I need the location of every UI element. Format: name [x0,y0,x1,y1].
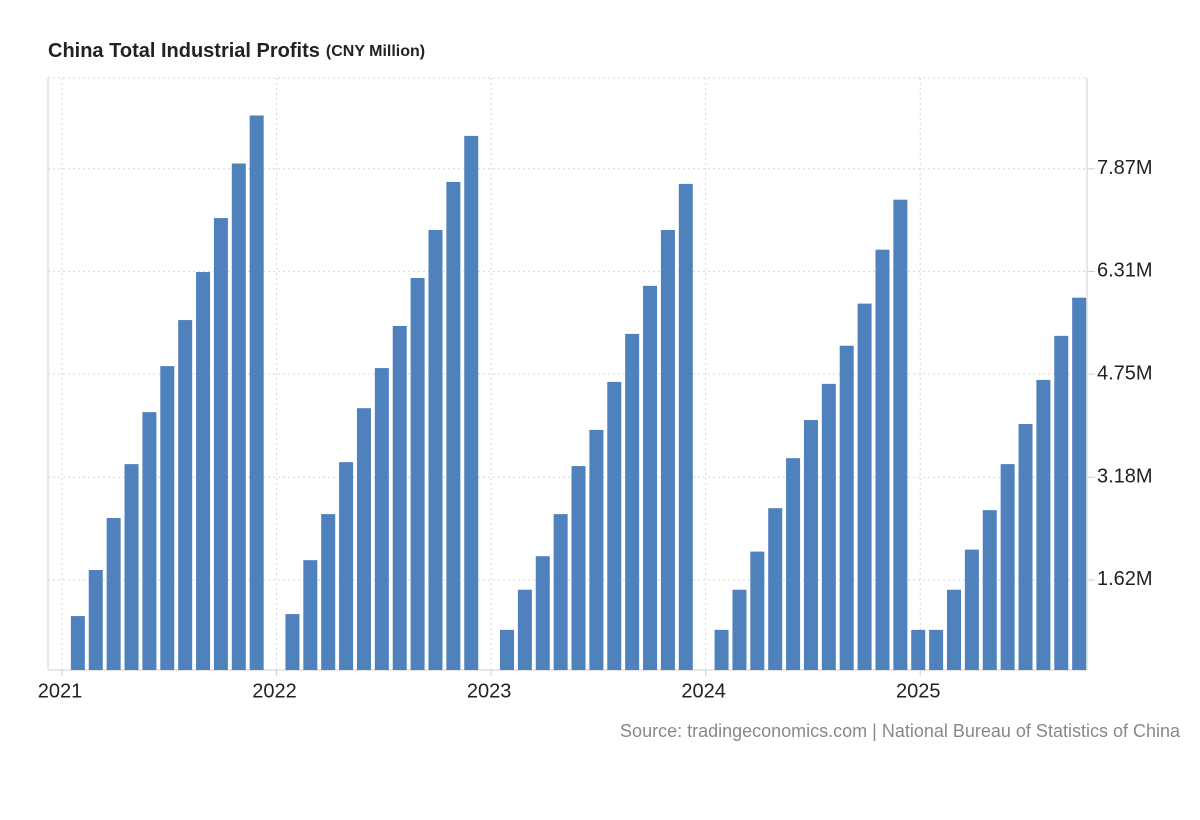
x-tick-label: 2021 [38,680,83,702]
bar [803,420,818,670]
bar [589,429,604,670]
source: Source: tradingeconomics.com | National … [620,721,1181,741]
bar [70,616,85,670]
bar [1054,335,1069,670]
bar [678,183,693,670]
bar [911,629,926,670]
bar [446,181,461,670]
bar [428,229,443,671]
bar [553,514,568,670]
bar [356,408,371,670]
y-tick-label: 1.62M [1097,568,1153,590]
bar [1000,464,1015,670]
bar [124,464,139,670]
bar [821,383,836,670]
chart-title: China Total Industrial Profits (CNY Milli… [48,40,425,62]
bar [339,462,354,670]
bar [786,458,801,670]
bar [464,135,479,670]
y-tick-label: 4.75M [1097,362,1153,384]
bar [643,285,658,670]
x-tick-label: 2023 [467,680,512,702]
bar [178,320,193,670]
bar [839,345,854,670]
bar [303,560,318,670]
bar [857,303,872,670]
bar [1036,379,1051,670]
bar [500,629,514,670]
bar [249,115,264,670]
bar [535,556,550,670]
x-tick-label: 2025 [896,680,941,702]
y-tick-label: 7.87M [1097,157,1153,179]
bar [625,333,640,670]
subtitle: (CNY Million) [326,43,425,60]
bar [231,163,246,670]
bar [1072,297,1087,670]
bar [929,629,944,670]
title: China Total Industrial Profits [48,40,320,62]
bar [88,570,103,670]
bar [875,249,890,670]
bar [285,614,300,670]
y-tick-label: 6.31M [1097,260,1153,282]
bar [571,466,586,670]
bar [732,589,747,670]
bar [893,199,908,670]
bar [106,518,121,670]
bar [410,277,425,670]
bar [750,551,765,670]
bar [213,218,228,670]
bar [392,325,407,670]
bar [714,629,729,670]
bar [142,412,157,670]
bar [517,589,532,670]
y-tick-label: 3.18M [1097,466,1153,488]
bar [1018,423,1033,670]
x-tick-label: 2024 [681,680,726,702]
bar [982,510,997,670]
bar [964,549,979,670]
x-tick-label: 2022 [252,680,297,702]
bar [768,508,783,670]
bar [196,272,211,670]
bar [374,368,389,670]
bar [947,589,961,670]
bar [321,514,336,670]
bar [160,366,175,670]
bar [660,229,675,671]
bar [607,381,622,670]
